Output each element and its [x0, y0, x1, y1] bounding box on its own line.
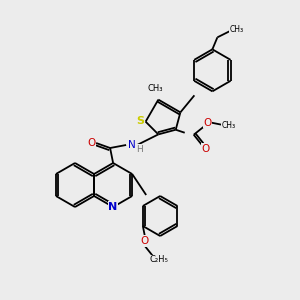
Text: O: O [87, 138, 95, 148]
Text: CH₃: CH₃ [222, 121, 236, 130]
Text: C₂H₅: C₂H₅ [149, 256, 168, 265]
Text: S: S [136, 116, 145, 126]
Text: O: O [141, 236, 149, 246]
Text: O: O [204, 118, 212, 128]
Text: O: O [202, 144, 210, 154]
Text: N: N [128, 140, 136, 150]
Text: N: N [109, 202, 118, 212]
Text: CH₃: CH₃ [229, 25, 243, 34]
Text: CH₃: CH₃ [148, 84, 163, 93]
Text: H: H [136, 145, 142, 154]
